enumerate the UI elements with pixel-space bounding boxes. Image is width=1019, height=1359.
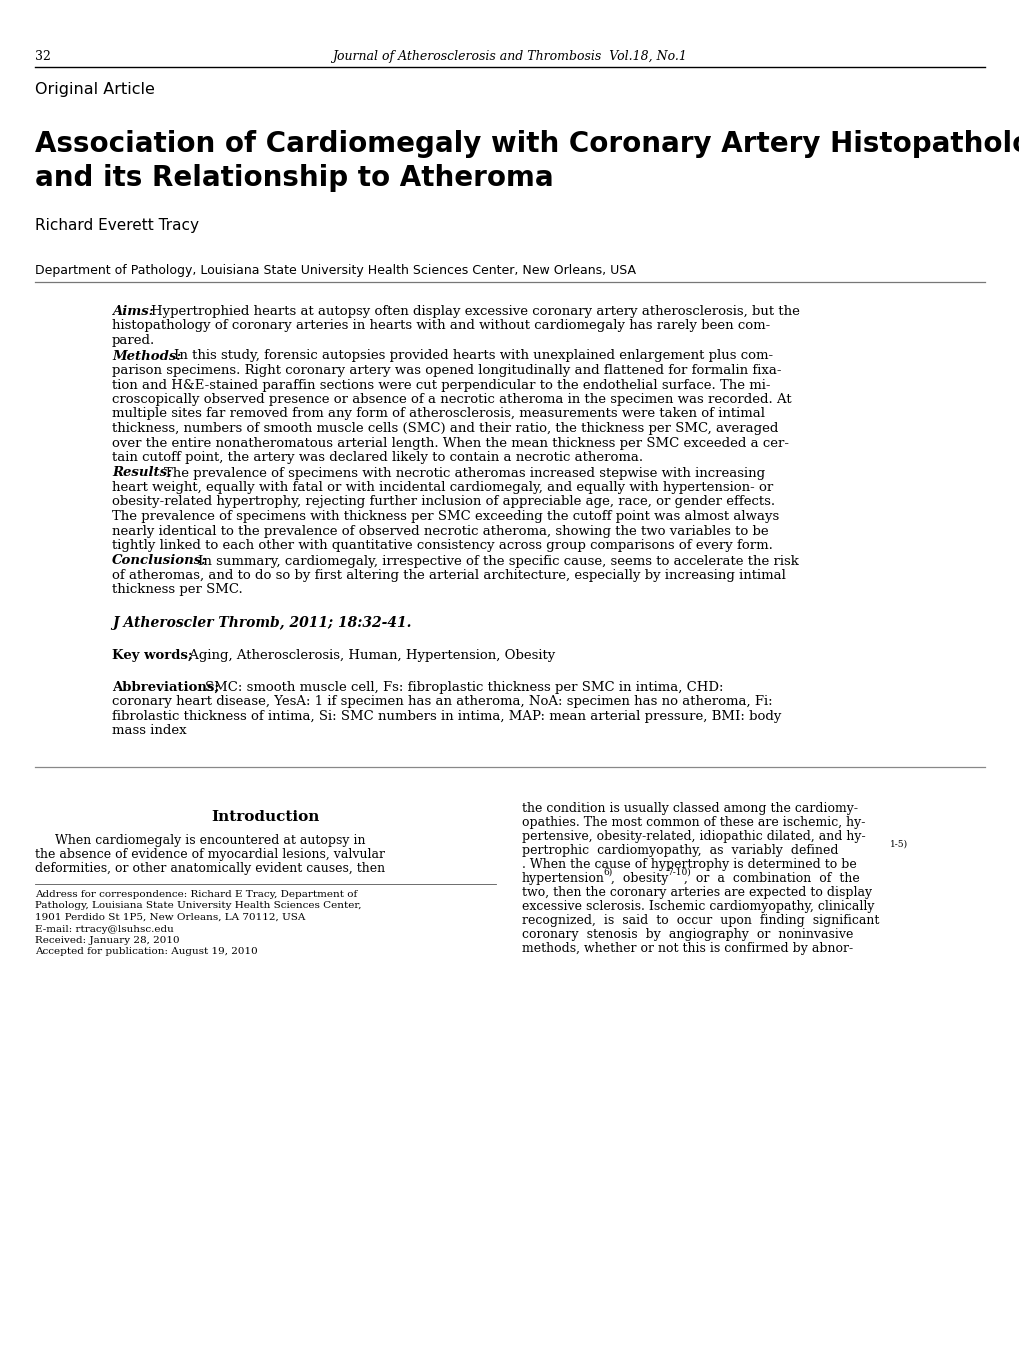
Text: In summary, cardiomegaly, irrespective of the specific cause, seems to accelerat: In summary, cardiomegaly, irrespective o… [198, 554, 798, 568]
Text: . When the cause of hypertrophy is determined to be: . When the cause of hypertrophy is deter… [522, 858, 856, 871]
Text: Journal of Atherosclerosis and Thrombosis  Vol.18, No.1: Journal of Atherosclerosis and Thrombosi… [332, 50, 687, 63]
Text: coronary  stenosis  by  angiography  or  noninvasive: coronary stenosis by angiography or noni… [522, 928, 853, 940]
Text: 7-10): 7-10) [666, 868, 690, 877]
Text: J Atheroscler Thromb, 2011; 18:32-41.: J Atheroscler Thromb, 2011; 18:32-41. [112, 616, 411, 631]
Text: ,  obesity: , obesity [610, 872, 667, 885]
Text: recognized,  is  said  to  occur  upon  finding  significant: recognized, is said to occur upon findin… [522, 915, 878, 927]
Text: 32: 32 [35, 50, 51, 63]
Text: tion and H&E-stained paraffin sections were cut perpendicular to the endothelial: tion and H&E-stained paraffin sections w… [112, 379, 769, 391]
Text: the condition is usually classed among the cardiomy-: the condition is usually classed among t… [522, 802, 857, 815]
Text: Conclusions:: Conclusions: [112, 554, 207, 568]
Text: of atheromas, and to do so by first altering the arterial architecture, especial: of atheromas, and to do so by first alte… [112, 569, 785, 582]
Text: In this study, forensic autopsies provided hearts with unexplained enlargement p: In this study, forensic autopsies provid… [174, 349, 772, 363]
Text: mass index: mass index [112, 724, 186, 738]
Text: pertrophic  cardiomyopathy,  as  variably  defined: pertrophic cardiomyopathy, as variably d… [522, 844, 838, 858]
Text: parison specimens. Right coronary artery was opened longitudinally and flattened: parison specimens. Right coronary artery… [112, 364, 781, 376]
Text: Original Article: Original Article [35, 82, 155, 96]
Text: tightly linked to each other with quantitative consistency across group comparis: tightly linked to each other with quanti… [112, 540, 772, 552]
Text: Aims:: Aims: [112, 304, 154, 318]
Text: tain cutoff point, the artery was declared likely to contain a necrotic atheroma: tain cutoff point, the artery was declar… [112, 451, 643, 463]
Text: 6): 6) [602, 868, 611, 877]
Text: SMC: smooth muscle cell, Fs: fibroplastic thickness per SMC in intima, CHD:: SMC: smooth muscle cell, Fs: fibroplasti… [205, 681, 722, 694]
Text: Results:: Results: [112, 466, 172, 480]
Text: thickness per SMC.: thickness per SMC. [112, 583, 243, 597]
Text: two, then the coronary arteries are expected to display: two, then the coronary arteries are expe… [522, 886, 871, 900]
Text: coronary heart disease, YesA: 1 if specimen has an atheroma, NoA: specimen has n: coronary heart disease, YesA: 1 if speci… [112, 696, 771, 708]
Text: and its Relationship to Atheroma: and its Relationship to Atheroma [35, 164, 553, 192]
Text: thickness, numbers of smooth muscle cells (SMC) and their ratio, the thickness p: thickness, numbers of smooth muscle cell… [112, 423, 777, 435]
Text: ,  or  a  combination  of  the: , or a combination of the [684, 872, 859, 885]
Text: 1901 Perdido St 1P5, New Orleans, LA 70112, USA: 1901 Perdido St 1P5, New Orleans, LA 701… [35, 913, 305, 921]
Text: Department of Pathology, Louisiana State University Health Sciences Center, New : Department of Pathology, Louisiana State… [35, 264, 636, 277]
Text: Address for correspondence: Richard E Tracy, Department of: Address for correspondence: Richard E Tr… [35, 890, 357, 900]
Text: Pathology, Louisiana State University Health Sciences Center,: Pathology, Louisiana State University He… [35, 901, 361, 911]
Text: Key words;: Key words; [112, 648, 193, 662]
Text: pared.: pared. [112, 334, 155, 347]
Text: E-mail: rtracy@lsuhsc.edu: E-mail: rtracy@lsuhsc.edu [35, 924, 173, 934]
Text: obesity-related hypertrophy, rejecting further inclusion of appreciable age, rac: obesity-related hypertrophy, rejecting f… [112, 496, 774, 508]
Text: The prevalence of specimens with thickness per SMC exceeding the cutoff point wa: The prevalence of specimens with thickne… [112, 510, 779, 523]
Text: over the entire nonatheromatous arterial length. When the mean thickness per SMC: over the entire nonatheromatous arterial… [112, 436, 789, 450]
Text: Association of Cardiomegaly with Coronary Artery Histopathology: Association of Cardiomegaly with Coronar… [35, 130, 1019, 158]
Text: heart weight, equally with fatal or with incidental cardiomegaly, and equally wi: heart weight, equally with fatal or with… [112, 481, 772, 495]
Text: deformities, or other anatomically evident causes, then: deformities, or other anatomically evide… [35, 862, 385, 875]
Text: fibrolastic thickness of intima, Si: SMC numbers in intima, MAP: mean arterial p: fibrolastic thickness of intima, Si: SMC… [112, 709, 781, 723]
Text: methods, whether or not this is confirmed by abnor-: methods, whether or not this is confirme… [522, 942, 852, 955]
Text: excessive sclerosis. Ischemic cardiomyopathy, clinically: excessive sclerosis. Ischemic cardiomyop… [522, 900, 873, 913]
Text: Accepted for publication: August 19, 2010: Accepted for publication: August 19, 201… [35, 947, 258, 957]
Text: Richard Everett Tracy: Richard Everett Tracy [35, 217, 199, 232]
Text: 1-5): 1-5) [890, 840, 907, 849]
Text: histopathology of coronary arteries in hearts with and without cardiomegaly has : histopathology of coronary arteries in h… [112, 319, 769, 333]
Text: hypertension: hypertension [522, 872, 604, 885]
Text: Introduction: Introduction [211, 810, 319, 824]
Text: Aging, Atherosclerosis, Human, Hypertension, Obesity: Aging, Atherosclerosis, Human, Hypertens… [184, 648, 554, 662]
Text: When cardiomegaly is encountered at autopsy in: When cardiomegaly is encountered at auto… [35, 834, 365, 847]
Text: Hypertrophied hearts at autopsy often display excessive coronary artery atherosc: Hypertrophied hearts at autopsy often di… [151, 304, 799, 318]
Text: The prevalence of specimens with necrotic atheromas increased stepwise with incr: The prevalence of specimens with necroti… [164, 466, 764, 480]
Text: Abbreviations;: Abbreviations; [112, 681, 219, 694]
Text: the absence of evidence of myocardial lesions, valvular: the absence of evidence of myocardial le… [35, 848, 384, 862]
Text: Methods:: Methods: [112, 349, 181, 363]
Text: croscopically observed presence or absence of a necrotic atheroma in the specime: croscopically observed presence or absen… [112, 393, 791, 406]
Text: pertensive, obesity-related, idiopathic dilated, and hy-: pertensive, obesity-related, idiopathic … [522, 830, 865, 843]
Text: opathies. The most common of these are ischemic, hy-: opathies. The most common of these are i… [522, 815, 864, 829]
Text: nearly identical to the prevalence of observed necrotic atheroma, showing the tw: nearly identical to the prevalence of ob… [112, 525, 768, 538]
Text: Received: January 28, 2010: Received: January 28, 2010 [35, 936, 179, 945]
Text: multiple sites far removed from any form of atherosclerosis, measurements were t: multiple sites far removed from any form… [112, 408, 764, 420]
